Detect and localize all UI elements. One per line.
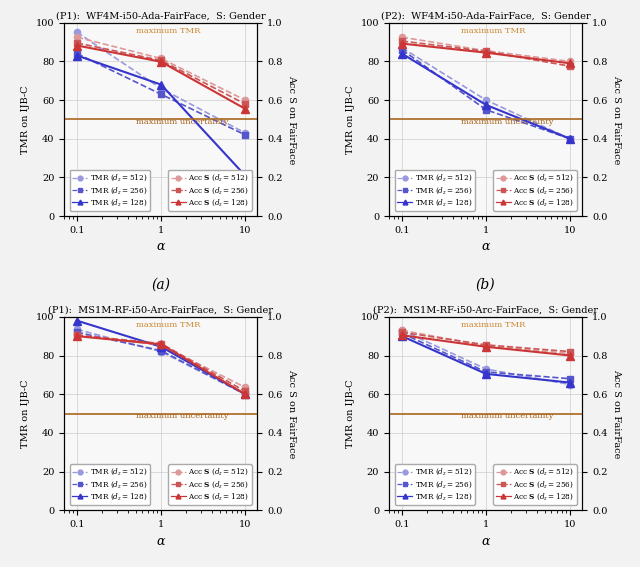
Y-axis label: TMR on IJB-C: TMR on IJB-C	[21, 85, 30, 154]
Y-axis label: Acc S on FairFace: Acc S on FairFace	[287, 75, 296, 164]
Legend: Acc $\mathbf{S}$ ($d_z = 512$), Acc $\mathbf{S}$ ($d_z = 256$), Acc $\mathbf{S}$: Acc $\mathbf{S}$ ($d_z = 512$), Acc $\ma…	[493, 464, 577, 505]
Text: maximum uncertainty: maximum uncertainty	[461, 412, 553, 420]
Text: maximum uncertainty: maximum uncertainty	[136, 118, 228, 126]
Text: (a): (a)	[151, 278, 170, 292]
Text: maximum uncertainty: maximum uncertainty	[136, 412, 228, 420]
Text: maximum TMR: maximum TMR	[136, 27, 200, 35]
X-axis label: $\alpha$: $\alpha$	[156, 240, 166, 253]
X-axis label: $\alpha$: $\alpha$	[481, 535, 491, 548]
Legend: Acc $\mathbf{S}$ ($d_z = 512$), Acc $\mathbf{S}$ ($d_z = 256$), Acc $\mathbf{S}$: Acc $\mathbf{S}$ ($d_z = 512$), Acc $\ma…	[168, 464, 252, 505]
Title: (P1):  MS1M-RF-i50-Arc-FairFace,  S: Gender: (P1): MS1M-RF-i50-Arc-FairFace, S: Gende…	[48, 306, 273, 315]
Title: (P2):  MS1M-RF-i50-Arc-FairFace,  S: Gender: (P2): MS1M-RF-i50-Arc-FairFace, S: Gende…	[373, 306, 598, 315]
Title: (P1):  WF4M-i50-Ada-FairFace,  S: Gender: (P1): WF4M-i50-Ada-FairFace, S: Gender	[56, 11, 266, 20]
Y-axis label: TMR on IJB-C: TMR on IJB-C	[346, 85, 355, 154]
Y-axis label: Acc S on FairFace: Acc S on FairFace	[612, 75, 621, 164]
Text: maximum TMR: maximum TMR	[136, 321, 200, 329]
Y-axis label: Acc S on FairFace: Acc S on FairFace	[612, 369, 621, 458]
Text: maximum TMR: maximum TMR	[461, 27, 525, 35]
Text: (b): (b)	[476, 278, 495, 292]
Legend: Acc $\mathbf{S}$ ($d_z = 512$), Acc $\mathbf{S}$ ($d_z = 256$), Acc $\mathbf{S}$: Acc $\mathbf{S}$ ($d_z = 512$), Acc $\ma…	[493, 170, 577, 210]
X-axis label: $\alpha$: $\alpha$	[481, 240, 491, 253]
Y-axis label: Acc S on FairFace: Acc S on FairFace	[287, 369, 296, 458]
Title: (P2):  WF4M-i50-Ada-FairFace,  S: Gender: (P2): WF4M-i50-Ada-FairFace, S: Gender	[381, 11, 591, 20]
Legend: Acc $\mathbf{S}$ ($d_z = 512$), Acc $\mathbf{S}$ ($d_z = 256$), Acc $\mathbf{S}$: Acc $\mathbf{S}$ ($d_z = 512$), Acc $\ma…	[168, 170, 252, 210]
Text: maximum uncertainty: maximum uncertainty	[461, 118, 553, 126]
Y-axis label: TMR on IJB-C: TMR on IJB-C	[346, 379, 355, 448]
Y-axis label: TMR on IJB-C: TMR on IJB-C	[21, 379, 30, 448]
Text: maximum TMR: maximum TMR	[461, 321, 525, 329]
X-axis label: $\alpha$: $\alpha$	[156, 535, 166, 548]
